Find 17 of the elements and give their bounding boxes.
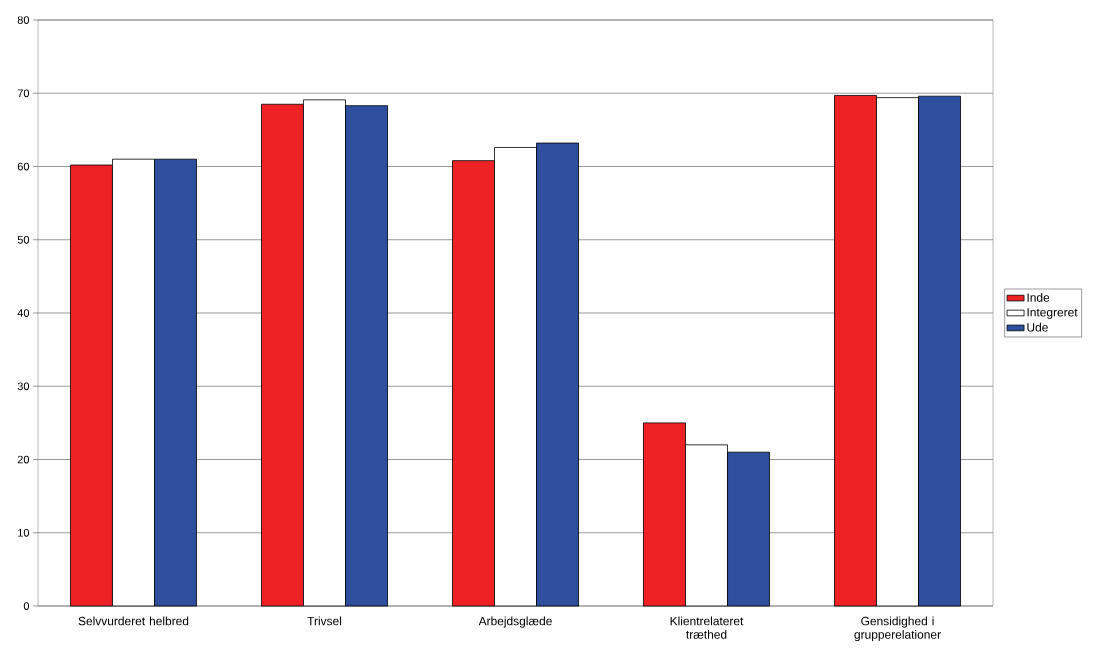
- legend-label: Inde: [1027, 293, 1050, 302]
- x-tick-label: Gensidighed i grupperelationer: [854, 616, 941, 642]
- y-tick-label: 60: [17, 162, 30, 171]
- y-tick-label: 50: [17, 235, 30, 244]
- legend-label: Integreret: [1027, 308, 1078, 319]
- x-tick-label: Arbejdsglæde: [478, 616, 552, 628]
- y-tick-label: 20: [17, 455, 30, 464]
- x-tick-label: Selvvurderet helbred: [78, 616, 189, 626]
- y-tick-label: 80: [17, 16, 30, 24]
- x-tick-label: Klientrelateret træthed: [670, 616, 744, 639]
- legend-label: Ude: [1027, 322, 1048, 332]
- y-tick-label: 40: [17, 309, 30, 317]
- y-tick-label: 0: [23, 602, 30, 610]
- y-tick-label: 70: [17, 89, 30, 98]
- y-tick-label: 10: [18, 528, 30, 537]
- x-tick-label: Trivsel: [307, 616, 342, 626]
- y-tick-label: 30: [17, 382, 30, 391]
